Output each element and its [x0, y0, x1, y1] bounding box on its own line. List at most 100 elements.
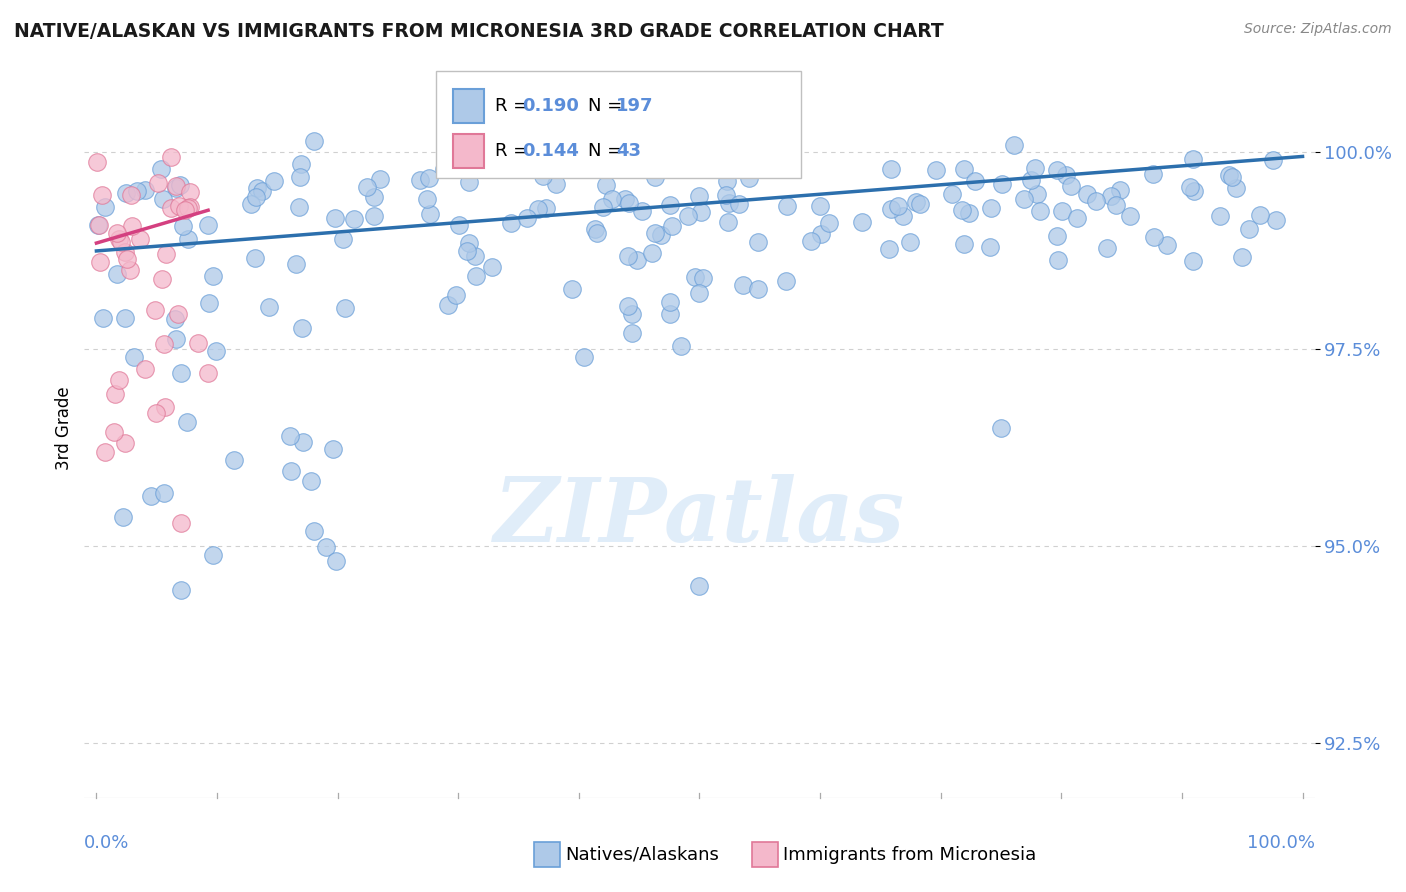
Point: [1002, 137, 1025, 152]
Point: [1182, 184, 1205, 198]
Point: [738, 171, 761, 186]
Point: [661, 219, 683, 233]
Point: [202, 548, 225, 562]
Point: [1232, 251, 1254, 265]
Point: [356, 180, 378, 194]
Point: [114, 310, 136, 325]
Point: [152, 192, 174, 206]
Point: [851, 215, 873, 229]
Point: [187, 335, 209, 350]
Text: 0.144: 0.144: [522, 142, 578, 160]
Point: [717, 215, 740, 229]
Point: [717, 195, 740, 210]
Text: Immigrants from Micronesia: Immigrants from Micronesia: [783, 846, 1036, 863]
Point: [243, 251, 266, 265]
Point: [683, 270, 706, 285]
Point: [112, 510, 135, 524]
Point: [963, 174, 986, 188]
Point: [165, 332, 187, 346]
Point: [688, 188, 710, 202]
Point: [779, 156, 801, 170]
Point: [433, 162, 456, 177]
Point: [246, 181, 269, 195]
Point: [104, 387, 127, 401]
Point: [416, 192, 439, 206]
Point: [887, 198, 910, 212]
Point: [617, 249, 640, 263]
Point: [108, 232, 131, 246]
Point: [650, 228, 672, 243]
Point: [174, 202, 197, 217]
Point: [1225, 180, 1247, 194]
Point: [1029, 203, 1052, 218]
Point: [1050, 204, 1073, 219]
Point: [120, 187, 142, 202]
Point: [1060, 178, 1083, 193]
Point: [669, 339, 692, 353]
Point: [129, 232, 152, 246]
Point: [94, 200, 117, 214]
Point: [585, 227, 607, 241]
Point: [544, 178, 567, 192]
Point: [747, 235, 769, 249]
Point: [170, 516, 193, 530]
Point: [641, 245, 664, 260]
Point: [150, 271, 173, 285]
Point: [595, 178, 617, 192]
Point: [1095, 241, 1118, 255]
Point: [585, 128, 607, 142]
Point: [592, 200, 614, 214]
Point: [510, 138, 533, 153]
Point: [621, 307, 644, 321]
Point: [447, 218, 470, 232]
Point: [1076, 187, 1098, 202]
Point: [91, 311, 114, 326]
Point: [800, 235, 823, 249]
Point: [464, 249, 486, 263]
Point: [630, 204, 652, 219]
Point: [148, 176, 170, 190]
Point: [1218, 168, 1240, 182]
Point: [325, 554, 347, 568]
Point: [1265, 213, 1288, 227]
Point: [644, 169, 666, 184]
Point: [323, 211, 346, 226]
Point: [1249, 208, 1271, 222]
Point: [153, 401, 176, 415]
Point: [1237, 222, 1260, 236]
Point: [458, 175, 481, 189]
Point: [516, 211, 538, 225]
Point: [583, 222, 606, 236]
Point: [621, 326, 644, 340]
Point: [526, 202, 548, 216]
Point: [456, 244, 478, 259]
Point: [950, 202, 973, 217]
Point: [1156, 238, 1178, 252]
Point: [89, 218, 111, 232]
Point: [263, 174, 285, 188]
Y-axis label: 3rd Grade: 3rd Grade: [55, 386, 73, 470]
Point: [531, 169, 554, 183]
Point: [437, 297, 460, 311]
Point: [114, 435, 136, 450]
Point: [302, 524, 325, 538]
Point: [143, 303, 166, 318]
Point: [177, 201, 200, 215]
Point: [444, 288, 467, 302]
Point: [197, 219, 219, 233]
Point: [900, 235, 922, 249]
Point: [290, 156, 312, 170]
Point: [302, 134, 325, 148]
Point: [655, 154, 678, 169]
Point: [1024, 161, 1046, 175]
Point: [1143, 229, 1166, 244]
Point: [925, 162, 948, 177]
Point: [953, 161, 976, 176]
Point: [1178, 179, 1201, 194]
Point: [107, 227, 129, 241]
Point: [1142, 167, 1164, 181]
Point: [810, 227, 832, 241]
Point: [134, 361, 156, 376]
Point: [363, 190, 385, 204]
Point: [941, 186, 963, 201]
